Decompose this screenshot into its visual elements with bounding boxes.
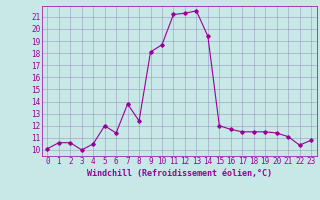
X-axis label: Windchill (Refroidissement éolien,°C): Windchill (Refroidissement éolien,°C) [87,169,272,178]
